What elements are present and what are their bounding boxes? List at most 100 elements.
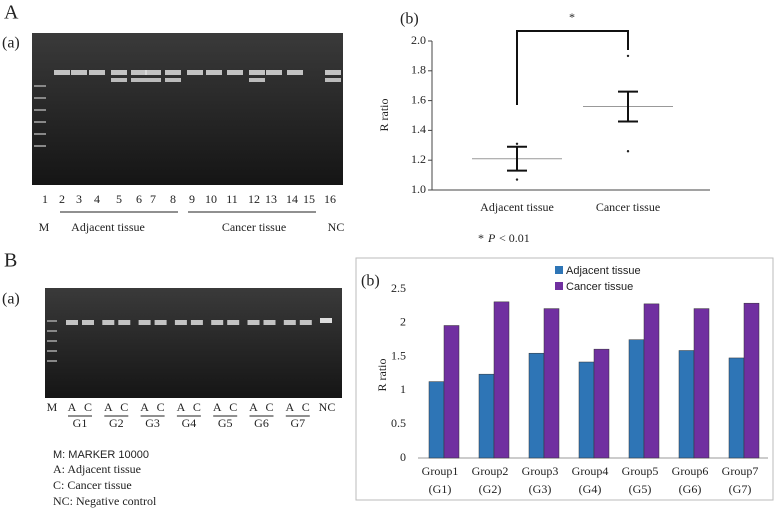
error-bar (507, 145, 527, 172)
lane-number: 11 (226, 192, 238, 206)
x-tick-sublabel: (G3) (529, 482, 552, 496)
group-label: G1 (73, 416, 88, 430)
y-axis-label: R ratio (375, 359, 389, 392)
band (165, 70, 181, 75)
chart-label: (b) (361, 273, 380, 290)
key-line: C: Cancer tissue (53, 478, 132, 492)
gel-bands (47, 318, 332, 362)
bar (443, 325, 460, 459)
band (247, 320, 260, 325)
lane-label: C (229, 400, 237, 414)
bar (593, 348, 610, 459)
x-tick-sublabel: (G2) (479, 482, 502, 496)
x-tick-sublabel: (G6) (679, 482, 702, 496)
band (211, 320, 224, 325)
lane-number: 15 (303, 192, 315, 206)
x-tick-label: Group5 (622, 464, 659, 478)
bar (578, 361, 595, 459)
lane-label: A (285, 400, 294, 414)
x-tick-sublabel: (G7) (729, 482, 752, 496)
bar (528, 352, 545, 459)
bar (643, 303, 660, 459)
gel-label: (a) (2, 291, 20, 308)
band (154, 320, 167, 325)
lane-number: 13 (265, 192, 277, 206)
lane-label: C (120, 400, 128, 414)
band (187, 70, 203, 75)
lane-label: M (47, 400, 58, 414)
band (145, 70, 161, 75)
panel-label: A (4, 2, 19, 24)
lane-label: C (157, 400, 165, 414)
y-tick-label: 0 (400, 450, 406, 464)
x-tick-sublabel: (G4) (579, 482, 602, 496)
lane-label: C (193, 400, 201, 414)
bar (628, 339, 645, 459)
bar (543, 308, 560, 459)
lane-label: NC (328, 220, 345, 234)
lane-label: A (213, 400, 222, 414)
band (111, 78, 127, 82)
band (263, 320, 276, 325)
band (283, 320, 296, 325)
group-label: G4 (182, 416, 197, 430)
x-tick-label: Group7 (722, 464, 759, 478)
y-tick-label: 1.4 (411, 122, 426, 136)
gel-bands (34, 70, 341, 147)
band (266, 70, 282, 75)
lane-label: C (84, 400, 92, 414)
y-tick-label: 2.0 (411, 33, 426, 47)
lane-number: 14 (286, 192, 298, 206)
band (47, 350, 57, 352)
band (47, 320, 57, 322)
lane-label: A (249, 400, 258, 414)
band (34, 109, 46, 111)
x-tick-label: Group6 (672, 464, 709, 478)
band (47, 360, 57, 362)
lane-number: 2 (59, 192, 65, 206)
y-tick-label: 1.0 (411, 182, 426, 196)
group-label: G6 (254, 416, 269, 430)
lane-label: M (39, 220, 50, 234)
x-tick-sublabel: (G1) (429, 482, 452, 496)
group-label: Adjacent tissue (71, 220, 145, 234)
lane-label: A (177, 400, 186, 414)
band (165, 78, 181, 82)
lane-number: 9 (189, 192, 195, 206)
band (34, 145, 46, 147)
band (34, 97, 46, 99)
footnote: < 0.01 (499, 231, 530, 245)
footnote: P (487, 231, 496, 245)
lane-label: NC (319, 400, 336, 414)
lane-label: A (68, 400, 77, 414)
band (287, 70, 303, 75)
band (325, 70, 341, 75)
bar (743, 302, 760, 459)
bar (428, 381, 445, 459)
group-label: G7 (290, 416, 305, 430)
data-point (515, 178, 519, 181)
x-tick-sublabel: (G5) (629, 482, 652, 496)
x-tick-label: Group2 (472, 464, 509, 478)
band (82, 320, 94, 325)
lane-number: 12 (248, 192, 260, 206)
key-line: NC: Negative control (53, 494, 157, 508)
y-axis-label: R ratio (377, 99, 391, 132)
significance: * (569, 10, 575, 24)
band (227, 70, 243, 75)
gel-image (45, 288, 342, 398)
bar (728, 357, 745, 459)
y-tick-label: 1 (400, 382, 406, 396)
band (227, 320, 240, 325)
significance-bracket (516, 30, 629, 105)
y-tick-label: 2.5 (391, 281, 406, 295)
group-label: Cancer tissue (222, 220, 286, 234)
legend-label: Cancer tissue (566, 281, 633, 293)
band (249, 78, 265, 82)
band (299, 320, 312, 325)
footnote: * (478, 231, 484, 245)
lane-label: C (302, 400, 310, 414)
legend-swatch (555, 266, 563, 274)
band (206, 70, 222, 75)
y-tick-label: 0.5 (391, 416, 406, 430)
